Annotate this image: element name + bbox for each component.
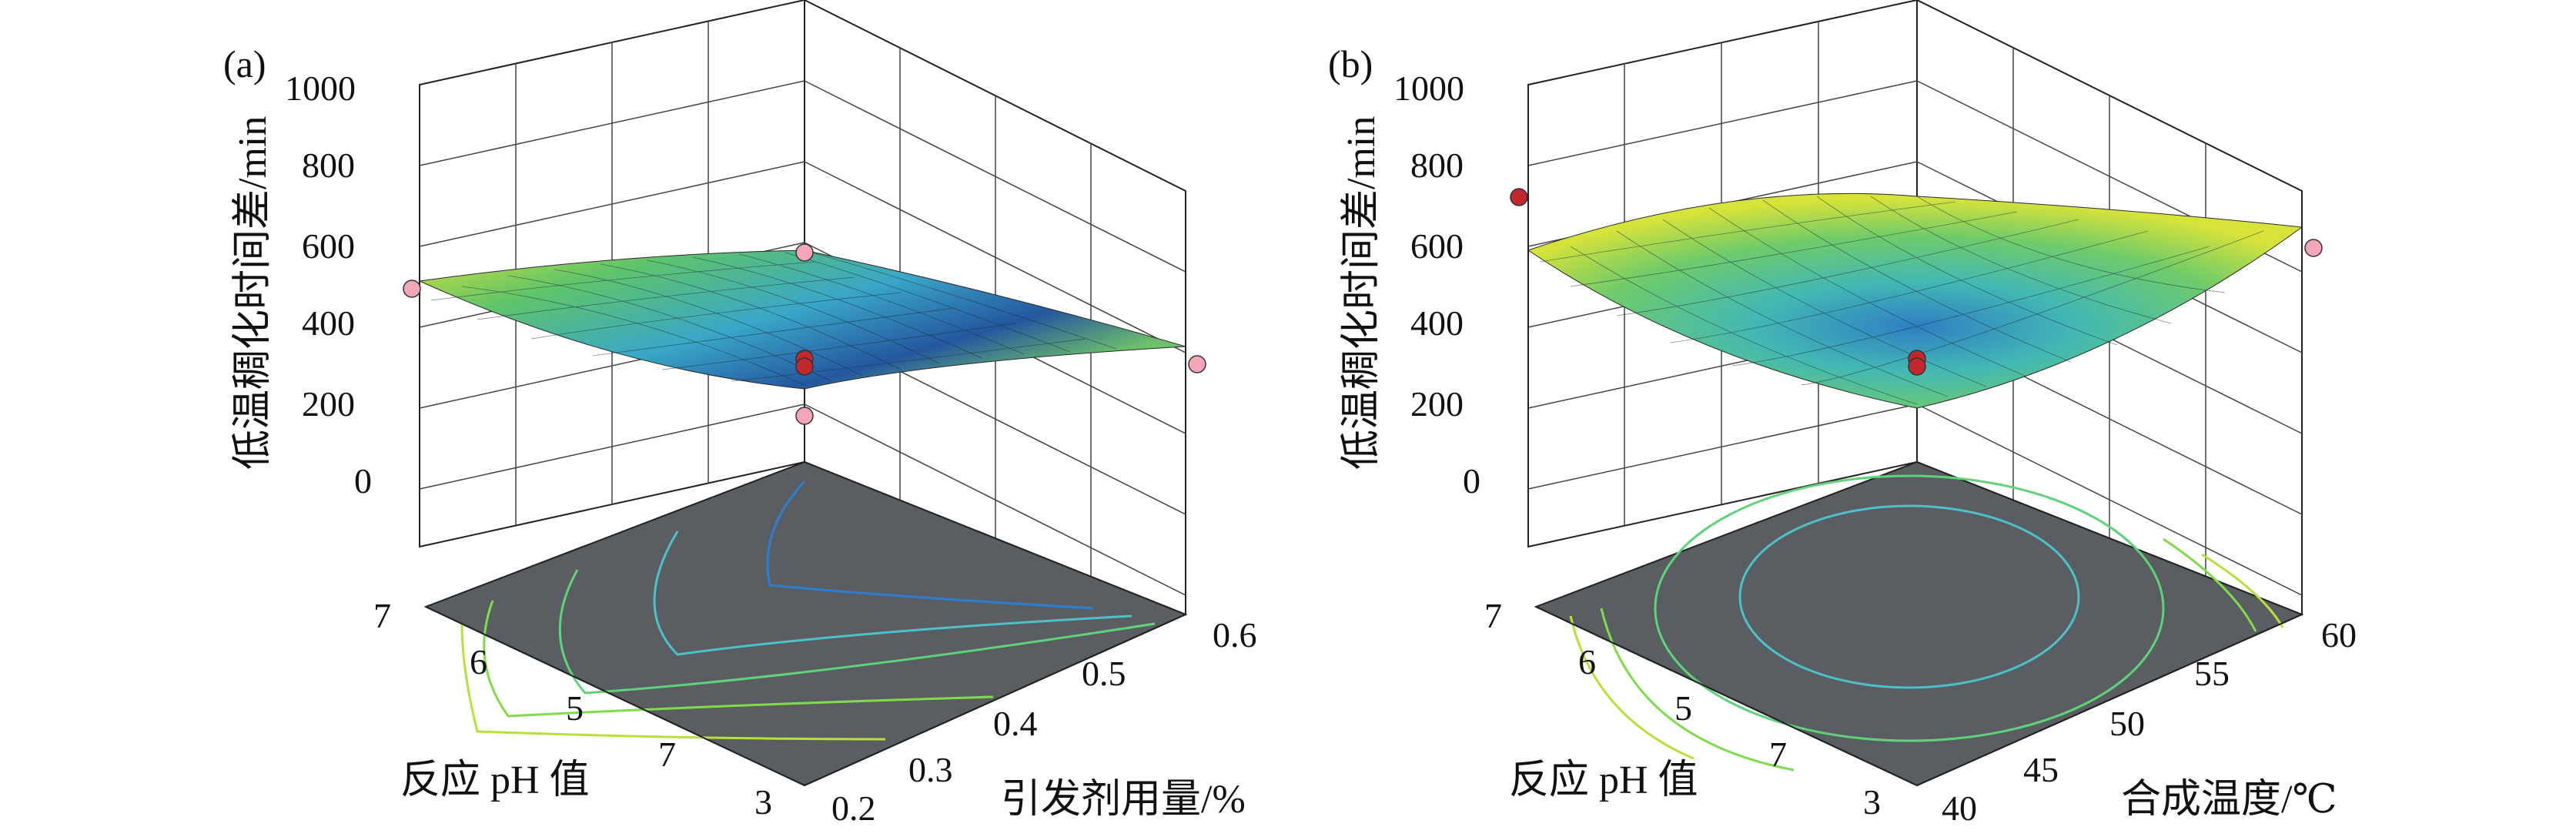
panel-a-z-axis-title: 低温稠化时间差/min bbox=[231, 116, 275, 470]
panel-a-y-tick: 0.6 bbox=[1213, 615, 1257, 655]
panel-b-z-tick: 0 bbox=[1463, 461, 1480, 501]
panel-a-axes bbox=[419, 85, 1186, 786]
panel-b-surface-mesh bbox=[1539, 196, 2264, 405]
panel-a: (a) bbox=[223, 0, 1257, 828]
panel-a-design-point bbox=[795, 357, 814, 376]
panel-b-y-tick: 45 bbox=[2023, 750, 2059, 789]
panel-b-z-axis-title: 低温稠化时间差/min bbox=[1340, 116, 1383, 470]
panel-b-z-tick: 400 bbox=[1410, 303, 1464, 343]
panel-a-z-tick: 0 bbox=[354, 461, 372, 501]
panel-b-y-tick: 55 bbox=[2194, 654, 2230, 693]
panel-a-surface-mesh bbox=[430, 249, 1117, 386]
panel-a-y-tick: 0.5 bbox=[1082, 654, 1126, 693]
panel-a-x-axis-title: 反应 pH 值 bbox=[400, 758, 590, 802]
panel-a-x-ticks: 7 6 5 7 3 bbox=[373, 596, 772, 822]
panel-b-x-axis-title: 反应 pH 值 bbox=[1509, 758, 1698, 802]
panel-a-z-tick: 1000 bbox=[285, 69, 356, 108]
panel-b-y-ticks: 40 45 50 55 60 bbox=[1942, 615, 2357, 828]
panel-b-y-tick: 60 bbox=[2321, 615, 2357, 655]
panel-a-z-tick: 200 bbox=[302, 384, 355, 424]
panel-b-z-tick: 1000 bbox=[1393, 69, 1464, 108]
panel-a-z-tick: 800 bbox=[302, 146, 355, 185]
panel-a-x-tick: 7 bbox=[658, 735, 676, 774]
panel-b-label: (b) bbox=[1328, 42, 1373, 85]
panel-a-x-tick: 7 bbox=[373, 596, 391, 635]
panel-b-contours bbox=[1569, 474, 2284, 772]
panel-b-x-tick: 7 bbox=[1769, 735, 1787, 774]
panel-b-z-tick: 800 bbox=[1410, 146, 1464, 185]
panel-a-floor bbox=[423, 460, 1188, 787]
panel-b-x-tick: 5 bbox=[1674, 688, 1692, 728]
panel-a-y-axis-title: 引发剂用量/% bbox=[1001, 778, 1246, 822]
panel-a-contours bbox=[460, 480, 1156, 741]
panel-b-y-axis-title: 合成温度/℃ bbox=[2121, 778, 2337, 822]
panel-b-points bbox=[1510, 188, 2323, 376]
panel-a-x-tick: 3 bbox=[754, 782, 772, 822]
panel-a-surface bbox=[418, 249, 1186, 390]
panel-b-z-tick: 600 bbox=[1410, 226, 1464, 266]
panel-a-design-point bbox=[403, 280, 421, 298]
panel-a-design-point bbox=[1188, 355, 1206, 373]
panel-b-y-tick: 50 bbox=[2109, 704, 2145, 743]
panel-a-y-tick: 0.2 bbox=[831, 788, 876, 828]
panel-a-design-point bbox=[795, 243, 814, 262]
panel-a-y-ticks: 0.2 0.3 0.4 0.5 0.6 bbox=[831, 615, 1257, 828]
panel-b-x-tick: 7 bbox=[1484, 596, 1502, 635]
panel-b-x-ticks: 7 6 5 7 3 bbox=[1484, 596, 1881, 822]
panel-b-design-point bbox=[1908, 357, 1926, 376]
panel-a-design-point bbox=[795, 407, 814, 425]
panel-b-z-tick: 200 bbox=[1410, 384, 1464, 424]
panel-b-design-point bbox=[2304, 239, 2323, 257]
panel-a-y-tick: 0.3 bbox=[908, 750, 953, 789]
panel-b-floor bbox=[1534, 460, 2304, 787]
panel-a-y-tick: 0.4 bbox=[993, 704, 1038, 743]
panel-a-label: (a) bbox=[223, 42, 266, 85]
panel-b: (b) bbox=[1328, 0, 2357, 828]
panel-b-axes bbox=[1527, 85, 2303, 786]
panel-a-x-tick: 6 bbox=[470, 642, 487, 681]
panel-b-design-point bbox=[1510, 188, 1528, 206]
panel-a-points bbox=[403, 243, 1206, 425]
panel-b-surface bbox=[1527, 193, 2303, 409]
panel-b-z-ticks: 1000 800 600 400 200 0 bbox=[1393, 69, 1480, 501]
panel-a-z-tick: 400 bbox=[302, 303, 355, 343]
panel-b-x-tick: 3 bbox=[1863, 782, 1881, 822]
panel-a-z-tick: 600 bbox=[302, 226, 355, 266]
panel-a-x-tick: 5 bbox=[566, 688, 584, 728]
panel-b-y-tick: 40 bbox=[1942, 788, 1977, 828]
panel-b-x-tick: 6 bbox=[1578, 642, 1596, 681]
panel-a-z-ticks: 1000 800 600 400 200 0 bbox=[285, 69, 372, 501]
